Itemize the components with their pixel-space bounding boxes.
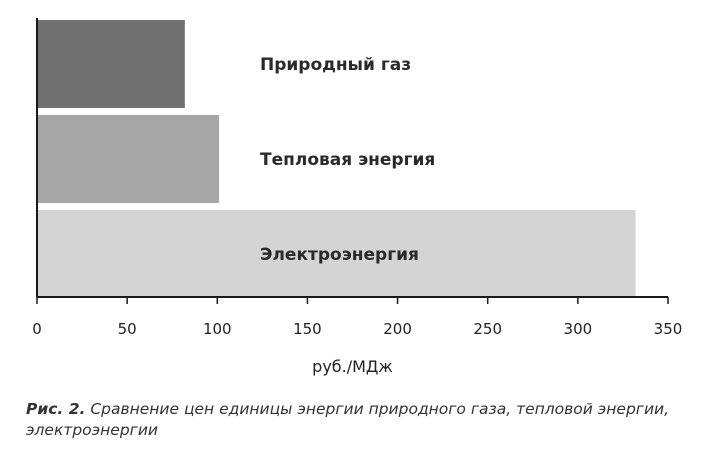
- bar-label-3: Электроэнергия: [260, 245, 419, 265]
- caption-prefix: Рис. 2.: [26, 400, 86, 418]
- x-tick-label-50: 50: [118, 320, 137, 338]
- caption-text: Сравнение цен единицы энергии природного…: [26, 400, 670, 439]
- bar-3: [37, 210, 636, 298]
- bar-labels-group: Природный газ Тепловая энергия Электроэнер…: [260, 55, 435, 265]
- bar-1: [37, 20, 185, 108]
- x-tick-label-300: 300: [564, 320, 593, 338]
- bar-label-1: Природный газ: [260, 55, 411, 75]
- bar-label-2: Тепловая энергия: [260, 150, 435, 170]
- x-tick-label-0: 0: [32, 320, 42, 338]
- x-tick-label-250: 250: [473, 320, 502, 338]
- x-ticks-group: 0 50 100 150 200 250 300 350: [32, 297, 682, 338]
- x-tick-label-350: 350: [654, 320, 683, 338]
- figure-caption: Рис. 2. Сравнение цен единицы энергии пр…: [26, 399, 686, 441]
- x-tick-label-200: 200: [383, 320, 412, 338]
- bars-group: [37, 20, 636, 298]
- axes-group: [36, 18, 668, 298]
- bar-chart: Природный газ Тепловая энергия Электроэнер…: [32, 18, 682, 376]
- x-tick-label-150: 150: [293, 320, 322, 338]
- x-tick-label-100: 100: [203, 320, 232, 338]
- bar-2: [37, 115, 220, 203]
- x-axis-title: руб./МДж: [312, 357, 393, 376]
